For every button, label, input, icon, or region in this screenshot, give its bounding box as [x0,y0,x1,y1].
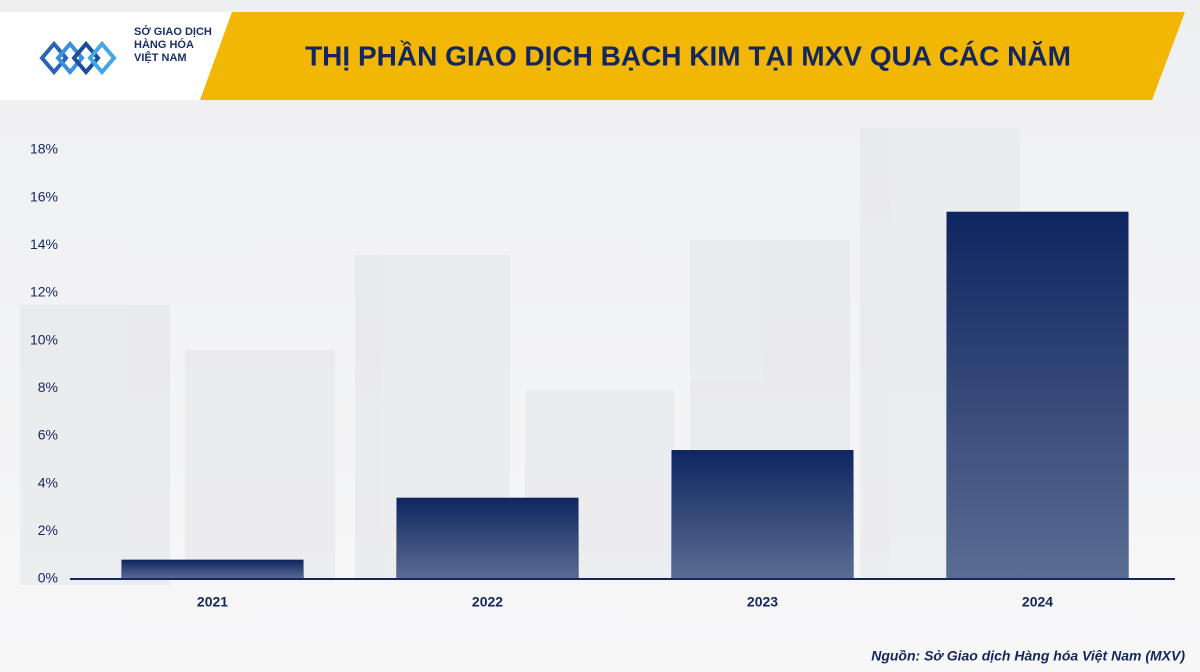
source-note: Nguồn: Sở Giao dịch Hàng hóa Việt Nam (M… [871,648,1185,664]
bg-decor [20,128,1020,585]
y-tick-label: 14% [30,236,58,252]
y-tick-label: 16% [30,188,58,204]
x-tick-label: 2023 [747,594,778,610]
header-band [168,12,1185,100]
x-tick-label: 2022 [472,594,503,610]
chart-title: THỊ PHẦN GIAO DỊCH BẠCH KIM TẠI MXV QUA … [305,40,1071,71]
bar [671,450,854,580]
x-tick-label: 2021 [197,594,228,610]
bar [396,497,579,580]
y-tick-label: 4% [38,474,58,490]
y-tick-label: 0% [38,570,58,586]
bar [121,559,304,580]
y-tick-label: 8% [38,379,58,395]
brand-line: HÀNG HÓA [134,38,194,51]
brand-line: VIỆT NAM [134,51,187,64]
brand-line: SỞ GIAO DỊCH [134,25,212,38]
x-tick-label: 2024 [1022,594,1053,610]
y-tick-label: 18% [30,141,58,157]
logo-icon [39,40,117,76]
y-tick-label: 6% [38,427,58,443]
y-tick-label: 2% [38,522,58,538]
y-tick-label: 10% [30,331,58,347]
y-tick-label: 12% [30,284,58,300]
logo-divider [204,17,240,101]
logo-area [0,12,232,100]
bar [946,211,1129,580]
